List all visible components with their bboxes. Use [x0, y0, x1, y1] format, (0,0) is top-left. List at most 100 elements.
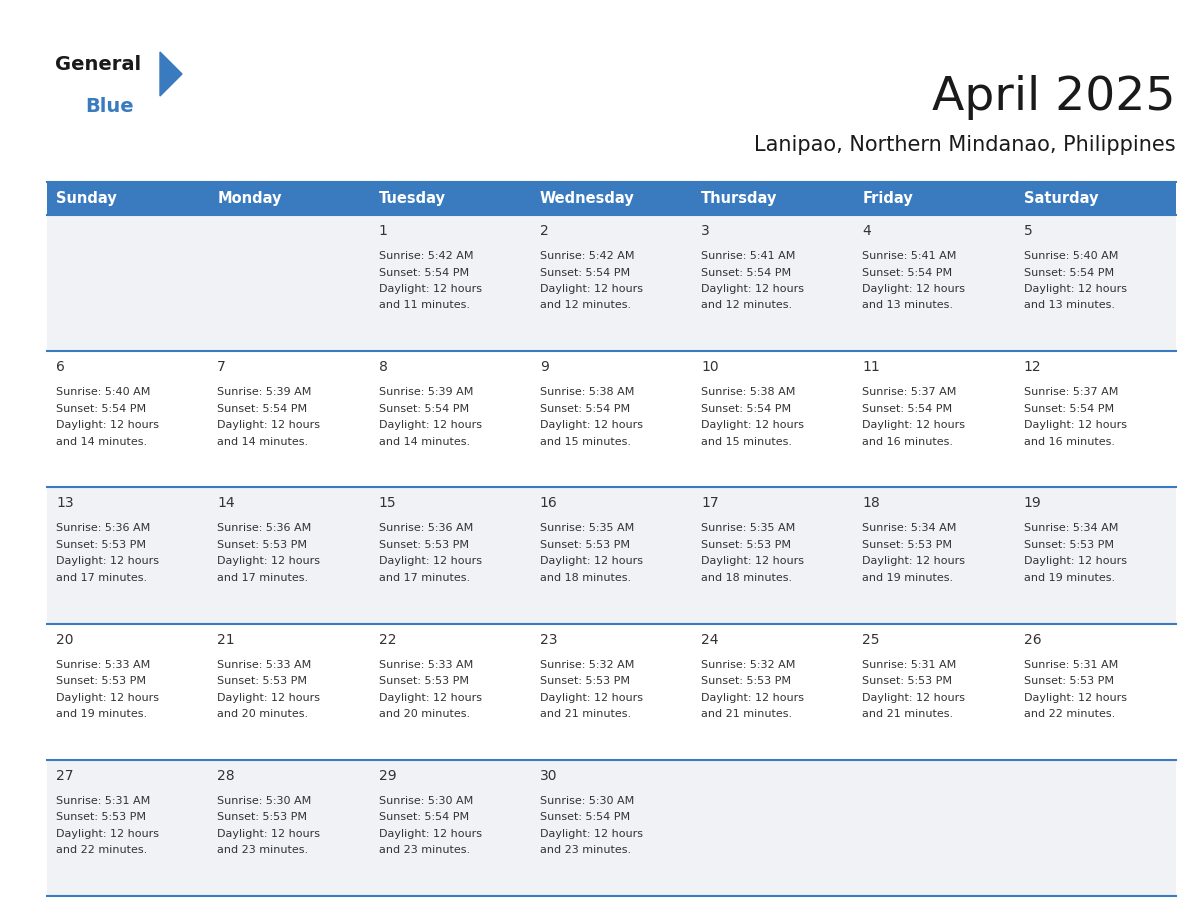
Text: 8: 8: [379, 360, 387, 375]
Text: Sunset: 5:54 PM: Sunset: 5:54 PM: [379, 404, 469, 414]
Text: and 17 minutes.: and 17 minutes.: [217, 573, 309, 583]
Text: Sunrise: 5:39 AM: Sunrise: 5:39 AM: [217, 387, 311, 397]
Text: Sunset: 5:53 PM: Sunset: 5:53 PM: [539, 676, 630, 686]
Text: 3: 3: [701, 224, 710, 238]
Text: Sunrise: 5:41 AM: Sunrise: 5:41 AM: [862, 251, 956, 261]
Bar: [853, 215, 1015, 352]
Bar: [48, 352, 208, 487]
Text: Friday: Friday: [862, 191, 914, 206]
Text: Lanipao, Northern Mindanao, Philippines: Lanipao, Northern Mindanao, Philippines: [754, 135, 1176, 155]
Text: Daylight: 12 hours: Daylight: 12 hours: [217, 692, 321, 702]
Text: Thursday: Thursday: [701, 191, 777, 206]
Text: Sunrise: 5:34 AM: Sunrise: 5:34 AM: [862, 523, 956, 533]
Bar: [208, 352, 369, 487]
Text: Sunrise: 5:37 AM: Sunrise: 5:37 AM: [1024, 387, 1118, 397]
Text: Sunrise: 5:35 AM: Sunrise: 5:35 AM: [539, 523, 634, 533]
Text: Tuesday: Tuesday: [379, 191, 446, 206]
Bar: [48, 182, 208, 215]
Bar: [531, 623, 693, 760]
Text: Wednesday: Wednesday: [539, 191, 634, 206]
Text: Daylight: 12 hours: Daylight: 12 hours: [379, 284, 481, 294]
Text: Daylight: 12 hours: Daylight: 12 hours: [217, 556, 321, 566]
Text: Daylight: 12 hours: Daylight: 12 hours: [701, 420, 804, 431]
Text: Sunset: 5:54 PM: Sunset: 5:54 PM: [1024, 267, 1114, 277]
Text: Sunset: 5:54 PM: Sunset: 5:54 PM: [379, 812, 469, 823]
Text: 24: 24: [701, 633, 719, 646]
Bar: [369, 215, 531, 352]
Text: and 15 minutes.: and 15 minutes.: [701, 437, 792, 447]
Text: Monday: Monday: [217, 191, 282, 206]
Text: Daylight: 12 hours: Daylight: 12 hours: [56, 829, 159, 839]
Text: and 18 minutes.: and 18 minutes.: [539, 573, 631, 583]
Text: Sunset: 5:53 PM: Sunset: 5:53 PM: [379, 540, 468, 550]
Text: Daylight: 12 hours: Daylight: 12 hours: [539, 284, 643, 294]
Text: Sunset: 5:53 PM: Sunset: 5:53 PM: [539, 540, 630, 550]
Text: Sunset: 5:54 PM: Sunset: 5:54 PM: [701, 404, 791, 414]
Text: and 13 minutes.: and 13 minutes.: [1024, 300, 1114, 310]
Bar: [531, 215, 693, 352]
Bar: [369, 487, 531, 623]
Text: 20: 20: [56, 633, 74, 646]
Text: and 19 minutes.: and 19 minutes.: [1024, 573, 1114, 583]
Text: 10: 10: [701, 360, 719, 375]
Polygon shape: [160, 52, 182, 96]
Text: and 12 minutes.: and 12 minutes.: [539, 300, 631, 310]
Bar: [369, 182, 531, 215]
Bar: [853, 487, 1015, 623]
Text: Sunset: 5:54 PM: Sunset: 5:54 PM: [56, 404, 146, 414]
Text: Daylight: 12 hours: Daylight: 12 hours: [56, 692, 159, 702]
Text: Sunset: 5:54 PM: Sunset: 5:54 PM: [539, 267, 630, 277]
Text: 25: 25: [862, 633, 880, 646]
Text: 5: 5: [1024, 224, 1032, 238]
Text: Sunrise: 5:37 AM: Sunrise: 5:37 AM: [862, 387, 956, 397]
Text: and 19 minutes.: and 19 minutes.: [862, 573, 954, 583]
Text: and 16 minutes.: and 16 minutes.: [862, 437, 954, 447]
Text: Sunrise: 5:40 AM: Sunrise: 5:40 AM: [1024, 251, 1118, 261]
Text: Sunrise: 5:32 AM: Sunrise: 5:32 AM: [701, 660, 796, 669]
Bar: [208, 182, 369, 215]
Text: Sunrise: 5:33 AM: Sunrise: 5:33 AM: [379, 660, 473, 669]
Text: Sunrise: 5:35 AM: Sunrise: 5:35 AM: [701, 523, 796, 533]
Text: and 12 minutes.: and 12 minutes.: [701, 300, 792, 310]
Text: and 20 minutes.: and 20 minutes.: [217, 709, 309, 719]
Text: Sunset: 5:53 PM: Sunset: 5:53 PM: [56, 540, 146, 550]
Text: and 11 minutes.: and 11 minutes.: [379, 300, 469, 310]
Text: and 15 minutes.: and 15 minutes.: [539, 437, 631, 447]
Bar: [693, 215, 853, 352]
Text: Daylight: 12 hours: Daylight: 12 hours: [1024, 284, 1126, 294]
Text: 17: 17: [701, 497, 719, 510]
Bar: [369, 623, 531, 760]
Text: 9: 9: [539, 360, 549, 375]
Text: Sunset: 5:53 PM: Sunset: 5:53 PM: [862, 676, 953, 686]
Text: Sunrise: 5:36 AM: Sunrise: 5:36 AM: [56, 523, 150, 533]
Text: Sunset: 5:54 PM: Sunset: 5:54 PM: [862, 404, 953, 414]
Text: Daylight: 12 hours: Daylight: 12 hours: [1024, 692, 1126, 702]
Text: Sunrise: 5:34 AM: Sunrise: 5:34 AM: [1024, 523, 1118, 533]
Bar: [693, 487, 853, 623]
Text: 12: 12: [1024, 360, 1042, 375]
Text: Sunset: 5:54 PM: Sunset: 5:54 PM: [379, 267, 469, 277]
Text: 13: 13: [56, 497, 74, 510]
Text: 6: 6: [56, 360, 65, 375]
Text: Sunset: 5:53 PM: Sunset: 5:53 PM: [701, 540, 791, 550]
Text: 22: 22: [379, 633, 396, 646]
Text: and 17 minutes.: and 17 minutes.: [379, 573, 469, 583]
Text: 26: 26: [1024, 633, 1042, 646]
Text: Sunset: 5:53 PM: Sunset: 5:53 PM: [56, 676, 146, 686]
Text: Sunrise: 5:39 AM: Sunrise: 5:39 AM: [379, 387, 473, 397]
Text: Sunrise: 5:36 AM: Sunrise: 5:36 AM: [217, 523, 311, 533]
Text: Sunset: 5:54 PM: Sunset: 5:54 PM: [539, 404, 630, 414]
Bar: [693, 182, 853, 215]
Bar: [531, 487, 693, 623]
Text: 4: 4: [862, 224, 871, 238]
Text: Sunset: 5:53 PM: Sunset: 5:53 PM: [217, 540, 308, 550]
Bar: [208, 760, 369, 896]
Text: Daylight: 12 hours: Daylight: 12 hours: [217, 420, 321, 431]
Bar: [531, 760, 693, 896]
Text: Sunset: 5:53 PM: Sunset: 5:53 PM: [56, 812, 146, 823]
Bar: [531, 182, 693, 215]
Text: Daylight: 12 hours: Daylight: 12 hours: [862, 420, 966, 431]
Text: 27: 27: [56, 768, 74, 783]
Text: April 2025: April 2025: [933, 75, 1176, 120]
Bar: [1015, 352, 1176, 487]
